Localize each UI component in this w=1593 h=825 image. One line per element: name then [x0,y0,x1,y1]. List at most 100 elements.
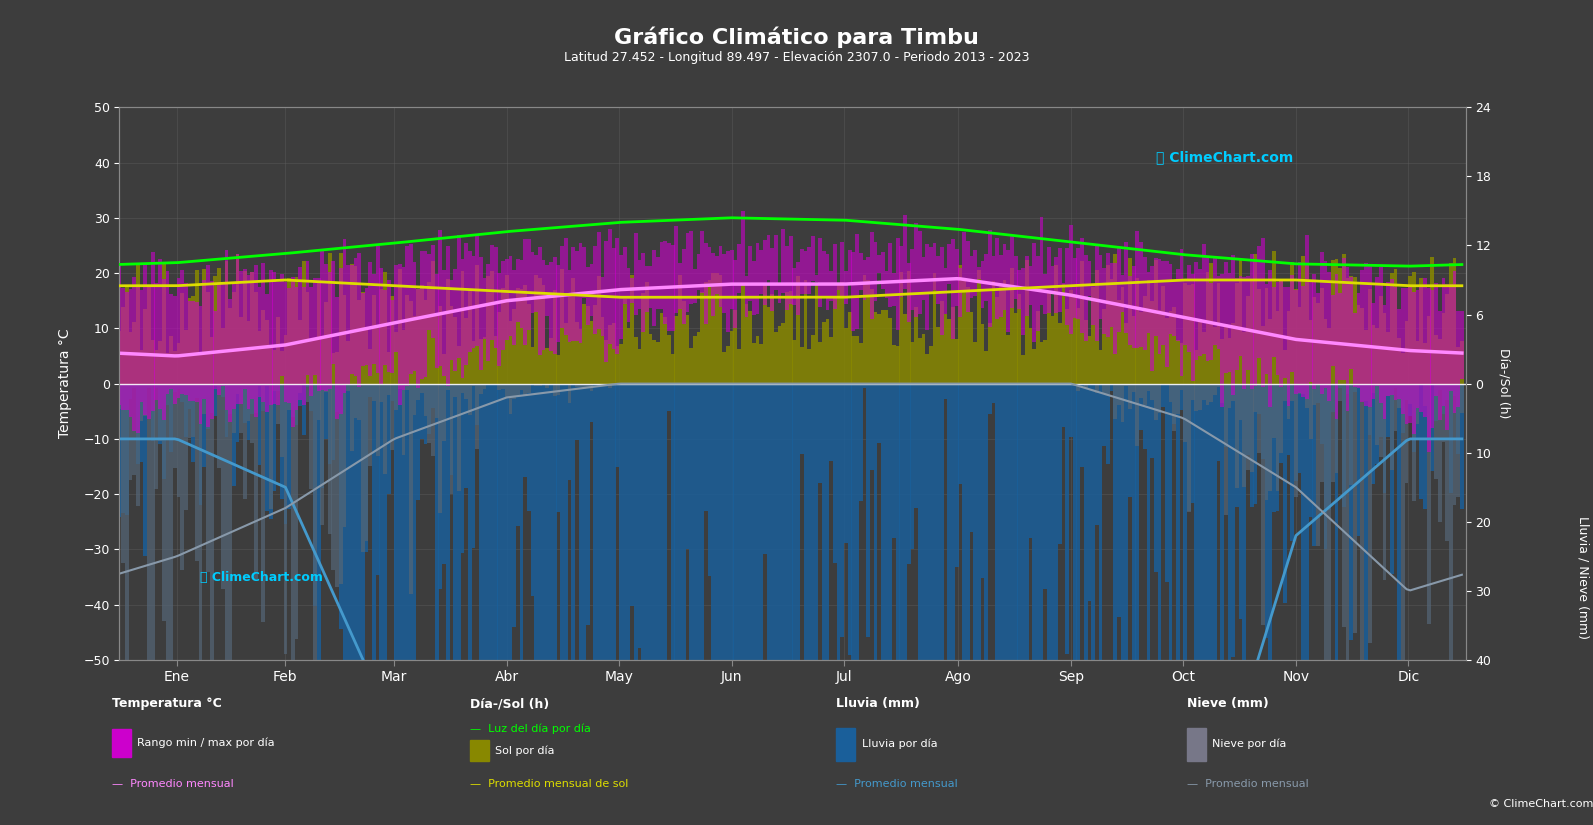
Bar [833,296,836,384]
Bar [878,255,881,273]
Bar [1268,319,1271,384]
Bar [398,269,401,384]
Bar [1431,257,1434,384]
Bar [586,384,589,625]
Bar [1198,384,1201,410]
Bar [328,252,331,384]
Bar [132,277,135,431]
Bar [483,278,486,338]
Bar [1445,294,1450,384]
Bar [1198,384,1201,825]
Bar [124,384,129,516]
Bar [331,262,335,365]
Bar [550,338,553,384]
Bar [449,306,454,384]
Bar [432,384,435,456]
Bar [479,384,483,665]
Bar [225,262,228,384]
Bar [1072,257,1077,318]
Bar [881,310,884,384]
Bar [926,384,929,792]
Bar [1257,246,1262,358]
Bar [733,261,738,328]
Bar [1153,384,1158,420]
Bar [409,301,413,384]
Bar [432,245,435,338]
Bar [1438,311,1442,421]
Bar [317,278,320,391]
Bar [258,331,261,384]
Bar [1117,384,1121,617]
Bar [1209,384,1212,402]
Bar [1091,287,1094,384]
Bar [578,329,583,384]
Bar [575,384,578,387]
Bar [368,349,373,384]
Bar [696,332,701,384]
Bar [143,384,147,417]
Bar [1235,283,1239,384]
Bar [937,327,940,384]
Bar [276,384,280,391]
Bar [292,384,295,417]
Bar [914,307,918,384]
Bar [763,384,766,554]
Bar [1411,292,1416,434]
Bar [749,311,752,384]
Bar [365,384,368,540]
Bar [682,384,685,825]
Bar [1416,384,1419,424]
Bar [135,285,140,432]
Bar [1397,384,1402,723]
Bar [707,248,712,286]
Bar [803,384,808,825]
Bar [538,278,542,384]
Bar [701,292,704,384]
Bar [199,306,202,424]
Bar [1128,257,1133,384]
Bar [516,384,519,526]
Bar [1128,384,1133,409]
Bar [1427,384,1431,624]
Bar [962,232,965,290]
Text: Nieve (mm): Nieve (mm) [1187,697,1268,710]
Bar [862,384,867,389]
Bar [292,277,295,427]
Bar [1198,318,1201,384]
Bar [604,384,609,690]
Bar [346,384,350,750]
Bar [491,271,494,384]
Bar [738,349,741,384]
Bar [1007,384,1010,825]
Bar [1094,270,1099,384]
Bar [121,384,124,563]
Bar [789,384,793,825]
Bar [1330,384,1335,483]
Bar [1260,384,1265,459]
Bar [1357,293,1360,388]
Bar [959,384,962,484]
Bar [1450,384,1453,493]
Bar [335,384,339,412]
Bar [604,341,609,384]
Bar [1394,384,1397,388]
Bar [1368,290,1372,384]
Bar [1072,384,1077,385]
Bar [174,384,177,468]
Bar [272,350,276,384]
Bar [970,256,973,298]
Bar [287,384,292,410]
Text: 🌐 ClimeChart.com: 🌐 ClimeChart.com [201,571,323,583]
Bar [183,283,188,394]
Bar [169,336,174,384]
Bar [1147,384,1150,391]
Bar [1305,235,1309,399]
Bar [1321,252,1324,394]
Bar [583,384,586,825]
Bar [1169,264,1172,334]
Bar [1217,384,1220,461]
Bar [1047,247,1051,313]
Bar [604,241,609,362]
Bar [1301,384,1305,394]
Bar [1035,256,1040,331]
